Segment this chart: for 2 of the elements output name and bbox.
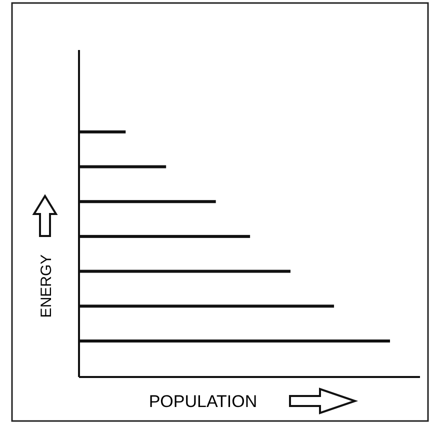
y-axis-title: ENERGY: [38, 254, 55, 318]
x-axis-title: POPULATION: [148, 392, 258, 411]
